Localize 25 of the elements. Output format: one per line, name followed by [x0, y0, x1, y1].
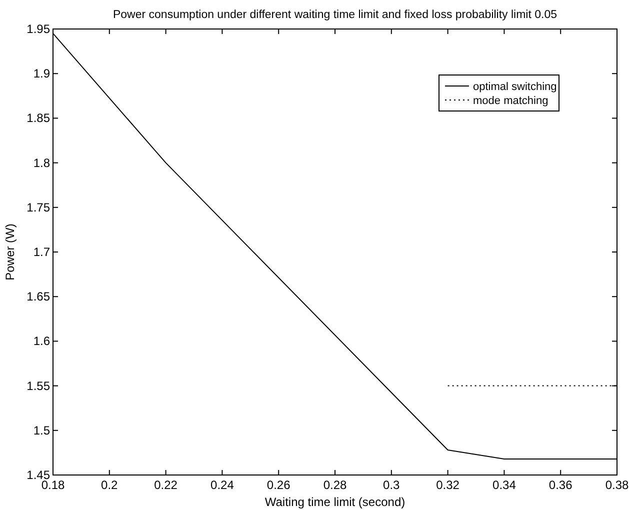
- x-axis-title: Waiting time limit (second): [264, 495, 406, 509]
- x-tick-label: 0.36: [548, 478, 573, 492]
- x-tick-label: 0.24: [210, 478, 234, 492]
- x-tick-label: 0.26: [266, 478, 291, 492]
- legend-label: optimal switching: [473, 81, 557, 93]
- x-tick-label: 0.2: [101, 478, 118, 492]
- y-tick-label: 1.7: [33, 245, 50, 259]
- x-tick-label: 0.38: [605, 478, 629, 492]
- y-tick-label: 1.8: [33, 156, 50, 170]
- y-tick-label: 1.75: [26, 200, 50, 214]
- y-tick-label: 1.95: [26, 22, 50, 36]
- legend-label: mode matching: [473, 95, 548, 107]
- y-tick-label: 1.5: [33, 423, 50, 438]
- y-tick-label: 1.9: [33, 66, 50, 81]
- y-tick-label: 1.55: [26, 378, 50, 393]
- x-tick-label: 0.3: [383, 478, 400, 492]
- x-tick-label: 0.28: [323, 478, 347, 492]
- y-tick-label: 1.65: [26, 290, 50, 304]
- y-tick-label: 1.6: [33, 334, 50, 348]
- x-tick-label: 0.34: [492, 478, 516, 492]
- chart-title: Power consumption under different waiting time limit and fixed loss probability limit 0.05: [112, 9, 558, 21]
- y-axis-title: Power (W): [3, 224, 17, 280]
- x-tick-label: 0.22: [154, 478, 178, 492]
- x-tick-label: 0.32: [436, 478, 460, 492]
- y-tick-label: 1.85: [26, 111, 50, 126]
